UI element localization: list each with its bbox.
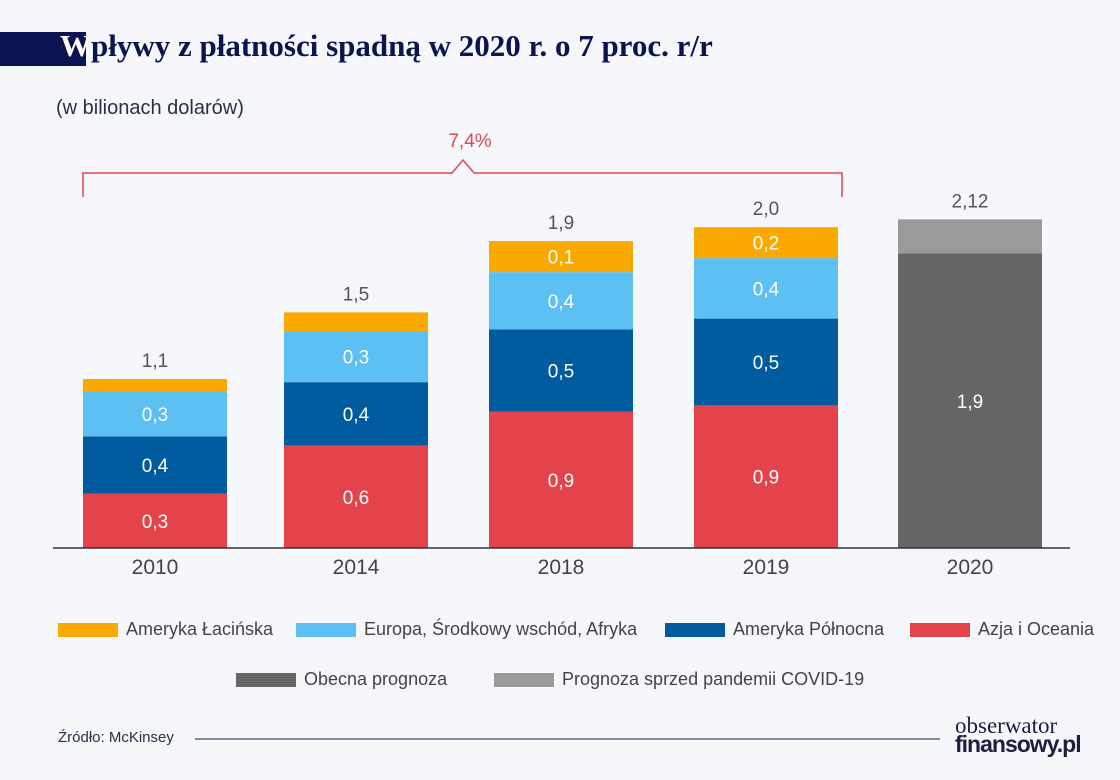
bar-segment [489,329,633,412]
data-label: 0,9 [753,468,779,489]
chart-plot: 0,3 0,4 0,3 1,1 2010 0,6 0,4 0,3 1,5 2014 0,9 0,5 0,… [53,131,1070,579]
data-label: 1,9 [957,392,983,413]
data-label: 0,4 [142,456,169,477]
data-label: 0,4 [548,292,575,313]
data-label: 0,3 [142,405,168,426]
bar-segment [83,493,227,548]
x-tick-label: 2020 [947,556,994,579]
divider [195,738,940,740]
bar-segment [898,253,1042,548]
legend-item-latin-america: Ameryka Łacińska [58,619,273,640]
legend-swatch [910,622,970,637]
total-label: 1,9 [548,213,574,234]
x-tick-label: 2010 [132,556,179,579]
bar-segment [898,219,1042,254]
legend-swatch [236,672,296,687]
bar-segment [284,312,428,331]
legend-swatch [296,622,356,637]
x-tick-label: 2018 [538,556,585,579]
bar-segment [284,445,428,548]
logo: obserwator finansowy.pl [955,713,1082,757]
chart-title: Wpływy z płatności spadną w 2020 r. o 7 … [60,28,713,64]
total-label: 1,1 [142,351,168,372]
bar-segment [694,227,838,259]
bar-segment [694,405,838,548]
bar-segment [489,411,633,548]
legend-swatch [58,622,118,637]
data-label: 0,6 [343,488,369,509]
data-label: 0,2 [753,234,779,255]
bracket [82,158,843,197]
source-note: Źródło: McKinsey [58,729,174,746]
legend-item-north-america: Ameryka Północna [665,619,884,640]
data-label: 0,9 [548,471,574,492]
bar-segment [489,272,633,330]
data-label: 0,4 [753,279,780,300]
total-label: 1,5 [343,284,369,305]
legend-label: Ameryka Łacińska [126,619,274,639]
legend-item-europe: Europa, Środkowy wschód, Afryka [296,619,637,640]
legend-label: Azja i Oceania [978,619,1095,639]
data-label: 0,5 [548,362,574,383]
legend-swatch [665,622,725,637]
data-label: 0,5 [753,353,779,374]
chart-subtitle: (w bilionach dolarów) [56,97,244,119]
title-accent [0,32,86,66]
bar-segment [284,331,428,383]
bar-segment [83,379,227,392]
legend-label: Ameryka Północna [733,619,885,639]
legend-label: Europa, Środkowy wschód, Afryka [364,619,638,639]
bar-segment [284,382,428,446]
data-label: 0,3 [343,348,369,369]
title-first-letter: W [60,28,91,63]
data-label: 0,1 [548,248,574,269]
total-label: 2,0 [753,199,779,220]
legend-item-precovid-forecast: Prognoza sprzed pandemii COVID-19 [494,669,864,690]
bar-segment [83,391,227,437]
total-label: 2,12 [952,191,989,212]
bar-segment [83,436,227,494]
bar-segment [694,258,838,319]
growth-annotation: 7,4% [448,131,491,152]
legend-item-asia: Azja i Oceania [910,619,1094,640]
title-text: pływy z płatności spadną w 2020 r. o 7 p… [91,28,713,63]
logo-line1: obserwator [955,713,1058,738]
bar-segment [489,241,633,273]
logo-line2: finansowy.pl [955,731,1082,757]
legend-label: Prognoza sprzed pandemii COVID-19 [562,669,865,689]
legend-label: Obecna prognoza [304,669,448,689]
bar-segment [694,318,838,406]
data-label: 0,3 [142,512,168,533]
legend-item-current-forecast: Obecna prognoza [236,669,447,690]
x-tick-label: 2014 [333,556,380,579]
data-label: 0,4 [343,405,370,426]
legend-swatch [494,672,554,687]
x-tick-label: 2019 [743,556,790,579]
